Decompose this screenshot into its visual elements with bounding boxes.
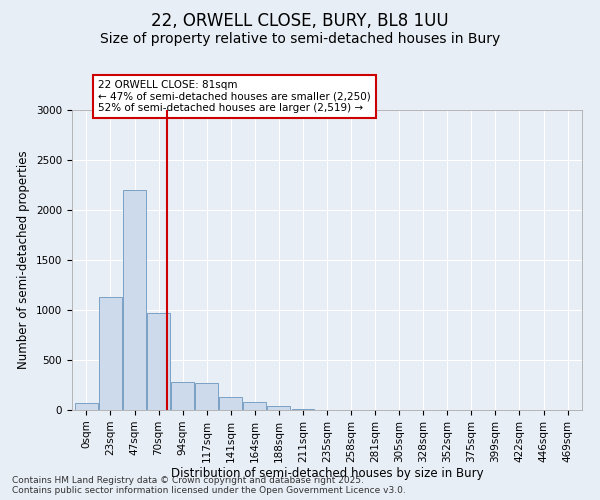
Bar	[268, 406, 290, 410]
Bar	[147, 313, 170, 410]
Text: 22, ORWELL CLOSE, BURY, BL8 1UU: 22, ORWELL CLOSE, BURY, BL8 1UU	[151, 12, 449, 30]
X-axis label: Distribution of semi-detached houses by size in Bury: Distribution of semi-detached houses by …	[170, 468, 484, 480]
Bar	[195, 383, 218, 410]
Text: Size of property relative to semi-detached houses in Bury: Size of property relative to semi-detach…	[100, 32, 500, 46]
Bar	[292, 409, 314, 410]
Y-axis label: Number of semi-detached properties: Number of semi-detached properties	[17, 150, 31, 370]
Bar	[244, 402, 266, 410]
Bar	[99, 297, 122, 410]
Bar	[171, 382, 194, 410]
Text: Contains HM Land Registry data © Crown copyright and database right 2025.
Contai: Contains HM Land Registry data © Crown c…	[12, 476, 406, 495]
Bar	[75, 402, 98, 410]
Bar	[220, 397, 242, 410]
Text: 22 ORWELL CLOSE: 81sqm
← 47% of semi-detached houses are smaller (2,250)
52% of : 22 ORWELL CLOSE: 81sqm ← 47% of semi-det…	[98, 80, 371, 113]
Bar	[123, 190, 146, 410]
